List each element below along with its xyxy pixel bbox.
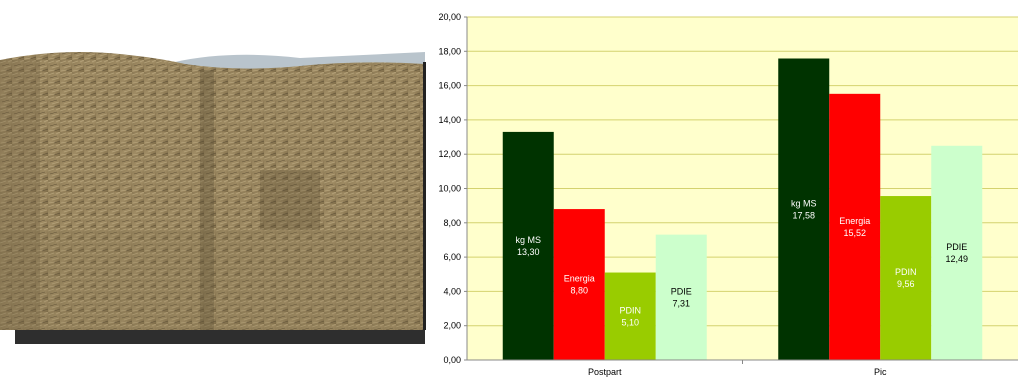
bar-value-label: 13,30: [517, 247, 540, 257]
bar-value-label: 12,49: [945, 254, 968, 264]
bar-kg-ms-postpart: [502, 131, 554, 360]
y-tick-label: 2,00: [443, 321, 461, 331]
y-tick-label: 6,00: [443, 252, 461, 262]
bar-series-label: kg MS: [791, 198, 817, 208]
bar-value-label: 5,10: [621, 317, 639, 327]
bar-series-label: PDIE: [671, 286, 692, 296]
bar-pdie-pic: [931, 145, 983, 360]
y-tick-label: 16,00: [438, 81, 461, 91]
bar-kg-ms-pic: [778, 58, 830, 361]
bar-energia-pic: [829, 93, 881, 360]
bar-value-label: 9,56: [897, 279, 915, 289]
bar-energia-postpart: [553, 209, 605, 360]
bar-series-label: PDIN: [619, 305, 641, 315]
bar-series-label: Energia: [564, 274, 595, 284]
y-tick-label: 10,00: [438, 184, 461, 194]
bar-pdin-pic: [880, 196, 932, 360]
bar-labels: kg MS 13,30 Energia 8,80 PDIN 5,10 PDIE 7,31 kg …: [515, 198, 968, 327]
x-axis-ticks: Postpart Pic: [588, 360, 887, 377]
y-tick-label: 14,00: [438, 115, 461, 125]
bar-pdie-postpart: [655, 234, 707, 360]
y-tick-label: 18,00: [438, 46, 461, 56]
bar-chart: 0,00 2,00 4,00 6,00 8,00 10,00 12,00 14,00 16,00…: [438, 12, 1018, 377]
x-tick-label: Pic: [874, 367, 887, 377]
bar-value-label: 17,58: [792, 210, 815, 220]
bar-value-label: 15,52: [843, 228, 866, 238]
bar-series-label: kg MS: [515, 235, 541, 245]
bar-value-label: 7,31: [672, 298, 690, 308]
bars: [502, 58, 983, 361]
y-tick-label: 8,00: [443, 218, 461, 228]
bar-series-label: Energia: [839, 216, 870, 226]
bar-series-label: PDIN: [895, 267, 917, 277]
bar-pdin-postpart: [604, 272, 656, 360]
x-tick-label: Postpart: [588, 367, 622, 377]
y-axis-ticks: 0,00 2,00 4,00 6,00 8,00 10,00 12,00 14,00 16,00…: [438, 12, 467, 365]
bar-series-label: PDIE: [946, 242, 967, 252]
y-tick-label: 12,00: [438, 149, 461, 159]
silage-pile-photo: [0, 0, 430, 385]
bar-value-label: 8,80: [570, 286, 588, 296]
y-tick-label: 4,00: [443, 286, 461, 296]
y-tick-label: 0,00: [443, 355, 461, 365]
y-tick-label: 20,00: [438, 12, 461, 22]
